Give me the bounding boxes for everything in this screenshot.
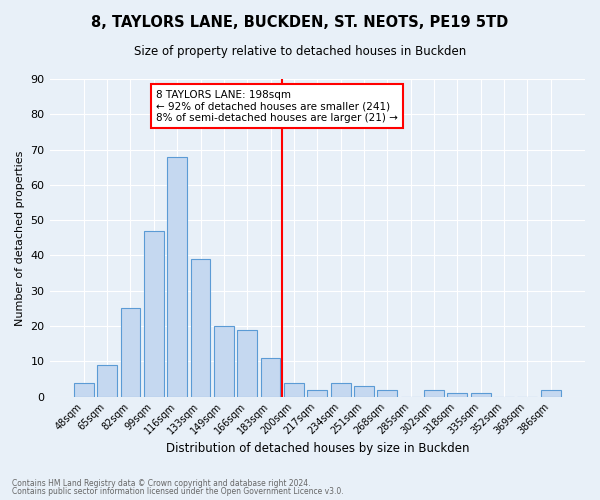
Bar bbox=[74, 382, 94, 396]
Bar bbox=[238, 330, 257, 396]
X-axis label: Distribution of detached houses by size in Buckden: Distribution of detached houses by size … bbox=[166, 442, 469, 455]
Bar bbox=[377, 390, 397, 396]
Bar bbox=[354, 386, 374, 396]
Bar bbox=[448, 393, 467, 396]
Bar bbox=[214, 326, 234, 396]
Bar bbox=[144, 231, 164, 396]
Bar bbox=[97, 365, 117, 396]
Bar bbox=[121, 308, 140, 396]
Bar bbox=[167, 156, 187, 396]
Bar bbox=[191, 259, 211, 396]
Text: Contains public sector information licensed under the Open Government Licence v3: Contains public sector information licen… bbox=[12, 487, 344, 496]
Bar bbox=[331, 382, 350, 396]
Text: Contains HM Land Registry data © Crown copyright and database right 2024.: Contains HM Land Registry data © Crown c… bbox=[12, 478, 311, 488]
Bar bbox=[424, 390, 444, 396]
Bar bbox=[307, 390, 327, 396]
Bar bbox=[260, 358, 280, 397]
Bar bbox=[284, 382, 304, 396]
Text: 8 TAYLORS LANE: 198sqm
← 92% of detached houses are smaller (241)
8% of semi-det: 8 TAYLORS LANE: 198sqm ← 92% of detached… bbox=[156, 90, 398, 123]
Bar bbox=[471, 393, 491, 396]
Text: Size of property relative to detached houses in Buckden: Size of property relative to detached ho… bbox=[134, 45, 466, 58]
Y-axis label: Number of detached properties: Number of detached properties bbox=[15, 150, 25, 326]
Bar bbox=[541, 390, 560, 396]
Text: 8, TAYLORS LANE, BUCKDEN, ST. NEOTS, PE19 5TD: 8, TAYLORS LANE, BUCKDEN, ST. NEOTS, PE1… bbox=[91, 15, 509, 30]
